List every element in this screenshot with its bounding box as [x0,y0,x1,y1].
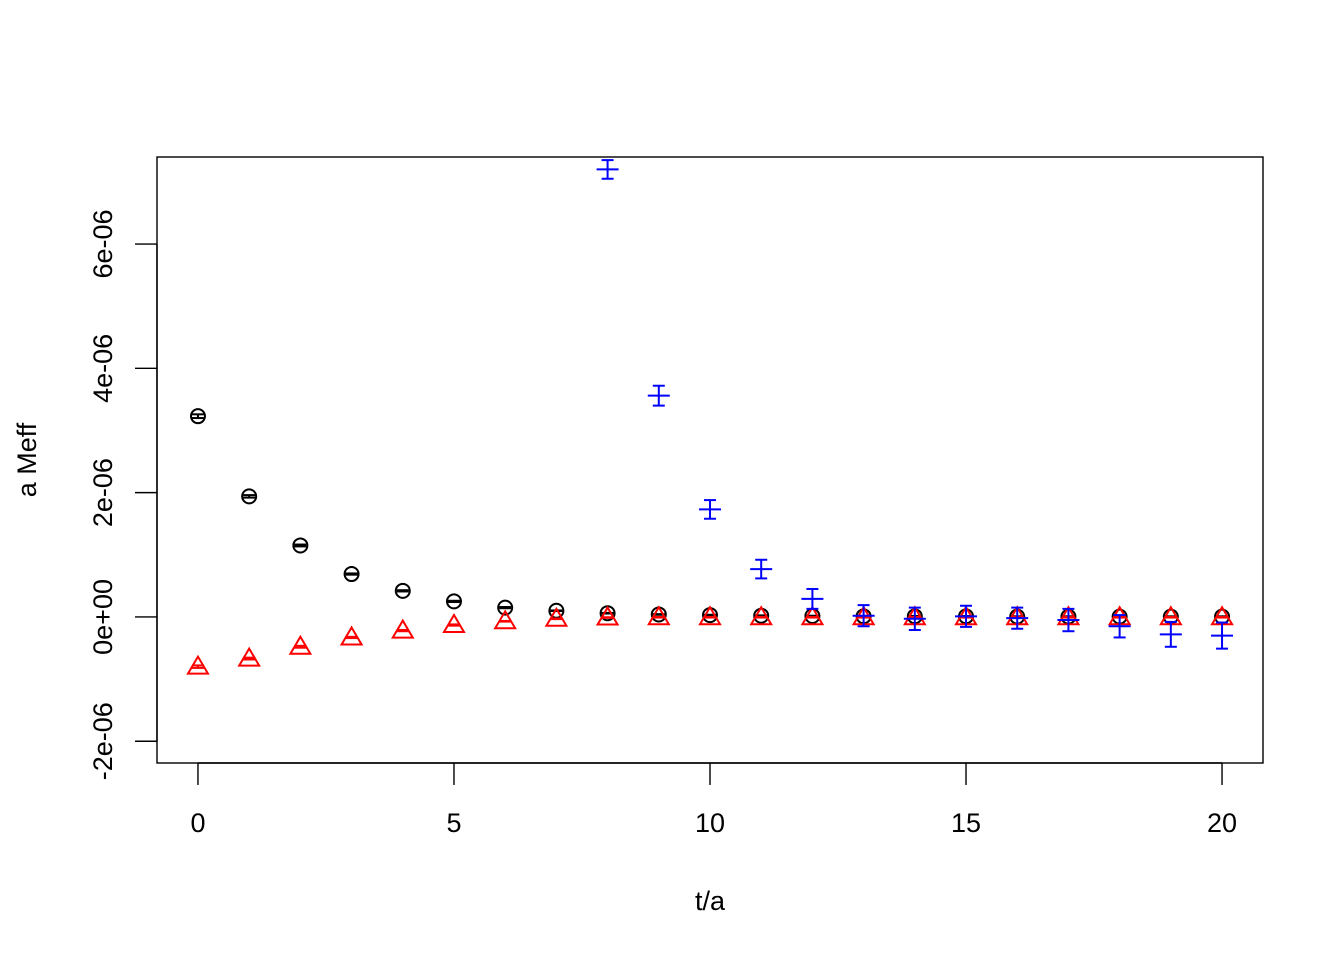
plot-frame [156,156,1264,764]
x-tick-label: 0 [190,808,205,838]
data-point-triangle [493,609,517,630]
data-point-triangle [288,634,313,655]
y-tick-label: -2e-06 [88,702,118,780]
data-point-triangle [237,646,261,667]
series-layer [186,159,1234,675]
data-point-triangle [391,618,415,639]
data-point-circle [241,488,258,505]
y-tick-label: 0e+00 [88,579,118,655]
data-point-circle [343,566,360,583]
x-tick-label: 15 [951,808,981,838]
data-point-circle [292,537,309,554]
data-point-circle [497,599,514,616]
x-axis: 0 5 10 15 20 [190,762,1237,838]
x-axis-label: t/a [695,886,726,916]
y-tick-label: 4e-06 [88,334,118,403]
data-point-triangle [544,606,569,627]
series-triangle [186,605,1234,675]
series-plus [596,159,1234,650]
x-tick-label: 10 [695,808,725,838]
y-tick-label: 2e-06 [88,458,118,527]
data-point-circle [189,408,206,425]
x-tick-label: 20 [1207,808,1237,838]
y-axis: -2e-06 0e+00 2e-06 4e-06 6e-06 [88,209,158,780]
data-point-triangle [800,605,825,626]
data-point-triangle [186,654,210,675]
data-point-circle [445,593,462,610]
data-point-triangle [647,605,671,626]
data-point-triangle [595,605,620,626]
data-point-triangle [339,625,364,646]
data-point-circle [394,582,411,599]
x-tick-label: 5 [446,808,461,838]
y-axis-label: a Meff [12,422,42,497]
data-point-triangle [698,605,722,626]
data-point-triangle [749,605,773,626]
y-tick-label: 6e-06 [88,209,118,278]
data-point-triangle [442,613,466,634]
